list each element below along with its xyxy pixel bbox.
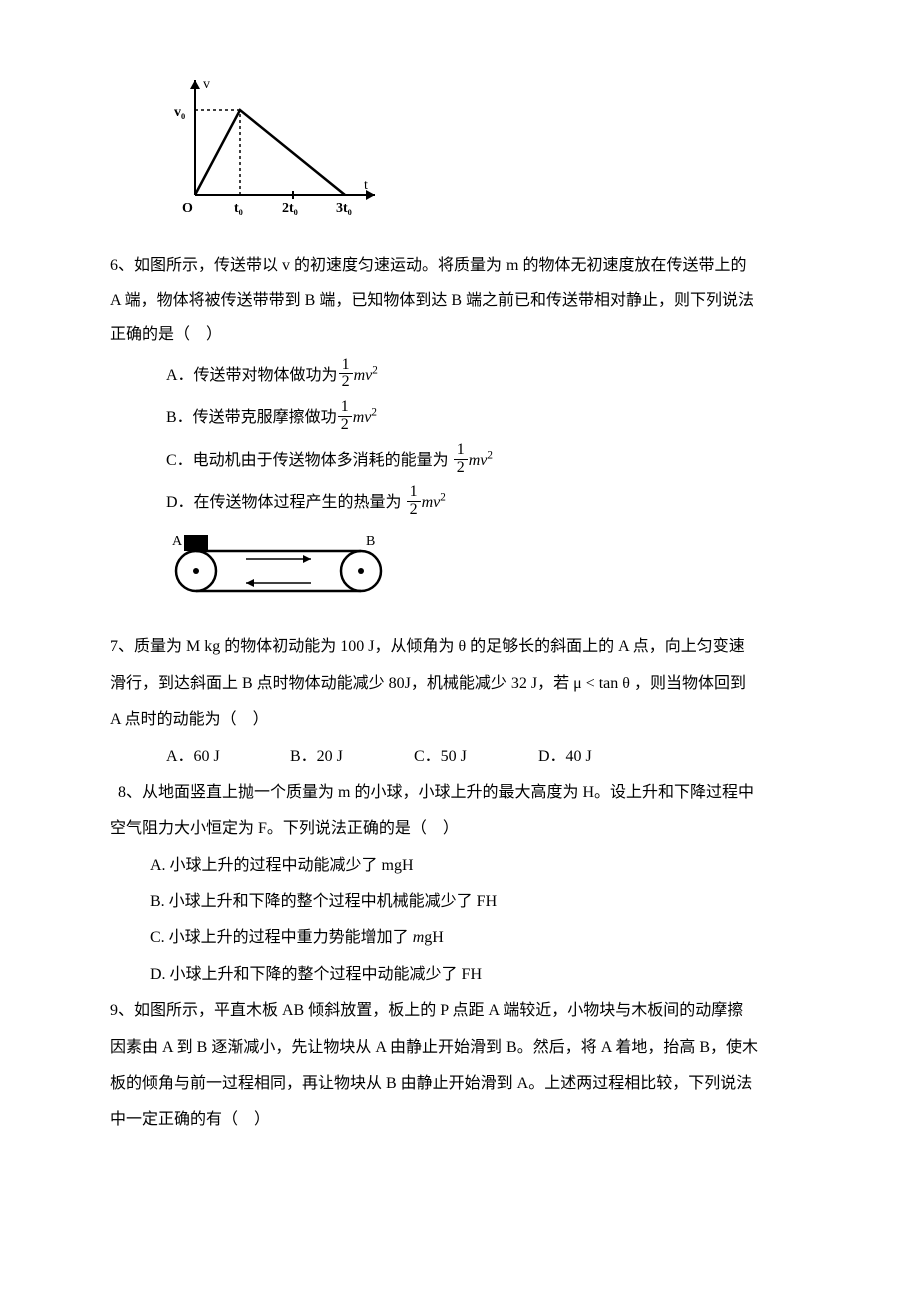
t3-label: 3t₀ (336, 201, 352, 216)
q9-line2: 因素由 A 到 B 逐渐减小，先让物块从 A 由静止开始滑到 B。然后，将 A … (110, 1033, 800, 1063)
axis-v-label: v (203, 77, 210, 92)
q6-option-d: D．在传送物体过程产生的热量为 12mv2 (110, 486, 800, 521)
sup2: 2 (371, 407, 377, 419)
q8-c-m: m (413, 929, 425, 946)
belt-svg: A B (166, 531, 396, 601)
q7-b: B．20 J (290, 742, 410, 772)
t2-label: 2t₀ (282, 201, 298, 216)
q8-c-gh: gH (424, 929, 444, 946)
figure-vt-graph: v t v₀ O t₀ 2t₀ 3t₀ (160, 70, 800, 231)
frac-num: 1 (338, 399, 352, 417)
frac-den: 2 (338, 417, 352, 434)
frac-num: 1 (454, 442, 468, 460)
q6-stem-line1: 6、如图所示，传送带以 v 的初速度匀速运动。将质量为 m 的物体无初速度放在传… (110, 251, 800, 281)
mv: mv (353, 409, 372, 426)
q6-d-text: D．在传送物体过程产生的热量为 (166, 494, 406, 511)
q6-option-b: B．传送带克服摩擦做功12mv2 (110, 401, 800, 436)
q6-option-a: A．传送带对物体做功为12mv2 (110, 359, 800, 394)
q9-line4: 中一定正确的有（ ） (110, 1105, 800, 1135)
q8-b: B. 小球上升和下降的整个过程中机械能减少了 FH (110, 887, 800, 917)
q7-d: D．40 J (538, 742, 658, 772)
q7-a: A．60 J (166, 742, 286, 772)
q6-a-text: A．传送带对物体做功为 (166, 367, 338, 384)
sup2: 2 (440, 492, 446, 504)
frac-den: 2 (454, 460, 468, 477)
q6-stem-line2: A 端，物体将被传送带带到 B 端，已知物体到达 B 端之前已和传送带相对静止，… (110, 286, 800, 316)
q8-c: C. 小球上升的过程中重力势能增加了 mgH (110, 923, 800, 953)
frac-num: 1 (339, 357, 353, 375)
q9-line3: 板的倾角与前一过程相同，再让物块从 B 由静止开始滑到 A。上述两过程相比较，下… (110, 1069, 800, 1099)
v0-label: v₀ (174, 105, 185, 120)
q7-line2: 滑行，到达斜面上 B 点时物体动能减少 80J，机械能减少 32 J，若 μ <… (110, 669, 800, 699)
q7-c: C．50 J (414, 742, 534, 772)
q6-option-c: C．电动机由于传送物体多消耗的能量为 12mv2 (110, 444, 800, 479)
t0-label: t₀ (234, 201, 243, 216)
q7-line1: 7、质量为 M kg 的物体初动能为 100 J，从倾角为 θ 的足够长的斜面上… (110, 632, 800, 662)
q8-c-pre: C. 小球上升的过程中重力势能增加了 (150, 929, 413, 946)
q7-line3: A 点时的动能为（ ） (110, 705, 800, 735)
axis-t-label: t (364, 178, 368, 193)
mv: mv (422, 494, 441, 511)
vt-graph-svg: v t v₀ O t₀ 2t₀ 3t₀ (160, 70, 390, 220)
mv: mv (354, 367, 373, 384)
mv: mv (469, 452, 488, 469)
figure-conveyor-belt: A B (166, 531, 800, 612)
frac-den: 2 (339, 374, 353, 391)
q6-stem-line3: 正确的是（ ） (110, 320, 800, 350)
q8-stem-a: 8、从地面竖直上抛一个质量为 m 的小球，小球上升的最大高度为 H。设上升和下降… (110, 778, 800, 808)
q8-d: D. 小球上升和下降的整个过程中动能减少了 FH (110, 960, 800, 990)
frac-den: 2 (407, 502, 421, 519)
belt-label-a: A (172, 534, 183, 549)
sup2: 2 (487, 449, 493, 461)
q8-a: A. 小球上升的过程中动能减少了 mgH (110, 851, 800, 881)
origin-label: O (182, 201, 193, 216)
q7-options: A．60 J B．20 J C．50 J D．40 J (110, 742, 800, 772)
q8-stem-b: 空气阻力大小恒定为 F。下列说法正确的是（ ） (110, 814, 800, 844)
q6-c-text: C．电动机由于传送物体多消耗的能量为 (166, 452, 453, 469)
sup2: 2 (372, 364, 378, 376)
q9-line1: 9、如图所示，平直木板 AB 倾斜放置，板上的 P 点距 A 端较近，小物块与木… (110, 996, 800, 1026)
frac-num: 1 (407, 484, 421, 502)
q6-b-text: B．传送带克服摩擦做功 (166, 409, 337, 426)
belt-label-b: B (366, 534, 375, 549)
